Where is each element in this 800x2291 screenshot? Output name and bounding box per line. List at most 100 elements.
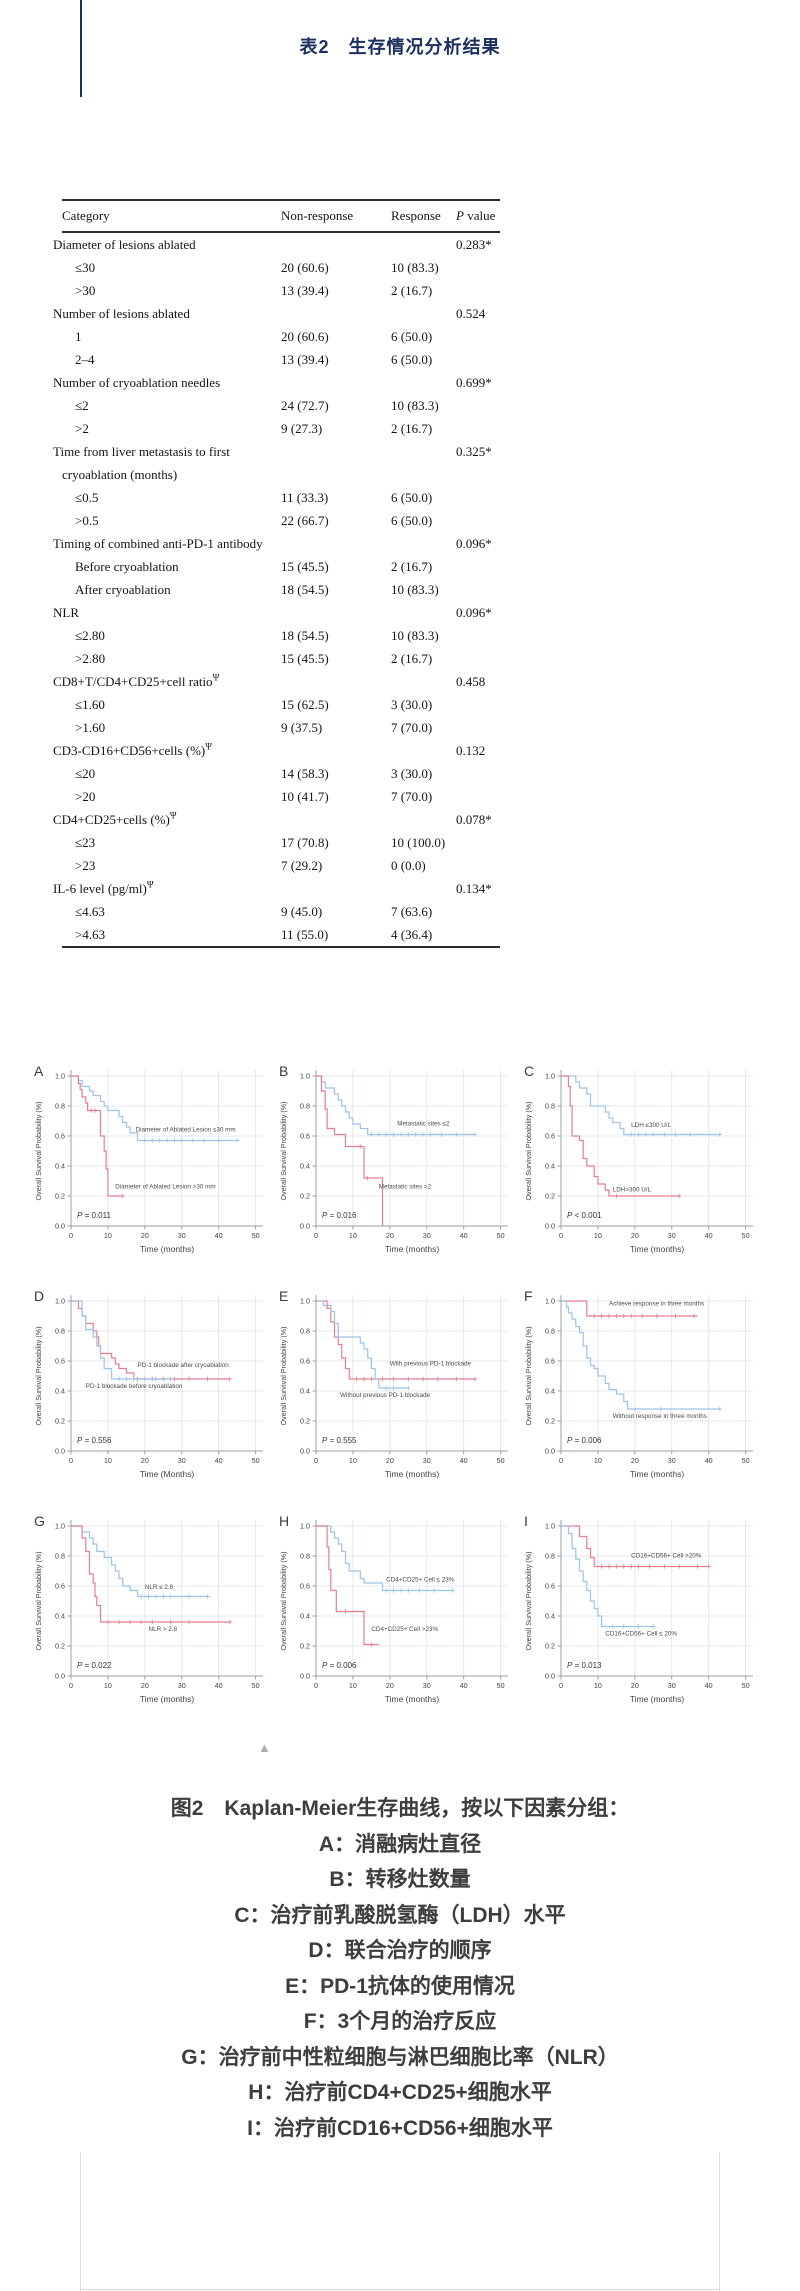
p-value-cell: 0.078* [456, 812, 492, 827]
x-axis-label: Time (months) [630, 1694, 685, 1704]
y-tick-label: 1.0 [55, 1072, 65, 1081]
y-tick-label: 0.8 [545, 1552, 555, 1561]
p-value-cell [456, 279, 500, 302]
table-row: Time from liver metastasis to first cryo… [53, 440, 500, 486]
y-tick-label: 0.4 [300, 1387, 310, 1396]
y-tick-label: 0.8 [55, 1552, 65, 1561]
y-tick-label: 0.4 [300, 1612, 310, 1621]
p-value-label: P = 0.011 [77, 1211, 111, 1220]
p-value-cell: 0.132 [456, 743, 486, 758]
p-value-cell [456, 325, 500, 348]
p-value-cell: 0.283* [456, 237, 492, 252]
response-cell: 2 (16.7) [391, 559, 433, 574]
non-response-cell: 11 (55.0) [281, 923, 391, 948]
category-cell: Time from liver metastasis to first cryo… [53, 444, 230, 482]
caption-line: C：治疗前乳酸脱氢酶（LDH）水平 [234, 1903, 566, 1927]
km-panel-a: 0 10 20 30 40 50 0.0 0.2 0.4 0.6 0.8 1.0 Overall Sur… [34, 1063, 263, 1254]
x-tick-label: 40 [215, 1456, 223, 1465]
y-tick-label: 0.0 [300, 1447, 310, 1456]
category-cell: >2.80 [75, 651, 106, 666]
x-tick-label: 10 [594, 1456, 602, 1465]
x-axis-label: Time (months) [630, 1244, 685, 1254]
table-row: ≤2.80 18 (54.5) 10 (83.3) [62, 624, 500, 647]
y-tick-label: 0.6 [300, 1582, 310, 1591]
y-tick-label: 0.6 [300, 1357, 310, 1366]
series-label: CD4+CD25+ Cell >23% [371, 1626, 438, 1633]
x-tick-label: 30 [668, 1456, 676, 1465]
x-tick-label: 20 [386, 1231, 394, 1240]
response-cell [391, 302, 456, 325]
survival-curve [71, 1300, 171, 1380]
p-value-cell: 0.699* [456, 375, 492, 390]
p-value-cell: 0.325* [456, 444, 492, 459]
category-cell: >23 [75, 858, 96, 873]
response-cell: 7 (63.6) [391, 904, 433, 919]
series-label: Without previous PD-1 blockade [340, 1392, 430, 1399]
panel-letter: A [34, 1063, 44, 1079]
category-cell: ≤4.63 [75, 904, 105, 919]
response-cell: 4 (36.4) [391, 923, 456, 948]
y-tick-label: 1.0 [300, 1297, 310, 1306]
survival-curve [316, 1525, 453, 1592]
non-response-cell [281, 302, 391, 325]
non-response-cell: 13 (39.4) [281, 352, 329, 367]
table-row: ≤1.60 15 (62.5) 3 (30.0) [62, 693, 500, 716]
x-tick-label: 0 [314, 1456, 318, 1465]
p-value-cell [456, 578, 500, 601]
response-cell [391, 440, 456, 486]
y-tick-label: 0.0 [545, 1222, 555, 1231]
km-panel-i: 0 10 20 30 40 50 0.0 0.2 0.4 0.6 0.8 1.0 Overall Sur… [524, 1513, 753, 1704]
series-label: Without response in three months [613, 1413, 707, 1420]
non-response-cell: 7 (29.2) [281, 858, 323, 873]
p-value-cell [456, 900, 500, 923]
response-cell [391, 877, 456, 900]
p-value-cell: 0.096* [456, 605, 492, 620]
survival-curve [316, 1075, 384, 1226]
x-tick-label: 30 [423, 1231, 431, 1240]
caption-line: D：联合治疗的顺序 [308, 1939, 492, 1962]
series-label: LDH>300 U/L [613, 1187, 652, 1194]
response-cell: 3 (30.0) [391, 766, 433, 781]
table-row: Before cryoablation 15 (45.5) 2 (16.7) [62, 555, 500, 578]
x-tick-label: 10 [594, 1231, 602, 1240]
category-cell: 1 [75, 329, 82, 344]
x-tick-label: 40 [460, 1681, 468, 1690]
survival-curve [71, 1525, 230, 1623]
table-row: >2 9 (27.3) 2 (16.7) [62, 417, 500, 440]
table-row: ≤4.63 9 (45.0) 7 (63.6) [62, 900, 500, 923]
x-axis-label: Time (months) [385, 1469, 440, 1479]
p-value-label: P = 0.006 [567, 1436, 602, 1445]
p-value-cell: 0.524 [456, 306, 486, 321]
collapse-arrow-icon[interactable]: ▲ [258, 1740, 271, 1755]
p-value-cell [456, 417, 500, 440]
p-value-cell [456, 693, 500, 716]
x-tick-label: 40 [215, 1231, 223, 1240]
category-cell: Number of lesions ablated [53, 306, 190, 321]
x-tick-label: 0 [559, 1231, 563, 1240]
y-tick-label: 0.2 [545, 1417, 555, 1426]
table-row: Number of lesions ablated 0.524 [53, 302, 500, 325]
y-tick-label: 0.0 [545, 1447, 555, 1456]
category-cell: >1.60 [75, 720, 106, 735]
km-panel-d: 0 10 20 30 40 50 0.0 0.2 0.4 0.6 0.8 1.0 Overall Sur… [34, 1288, 263, 1479]
y-tick-label: 1.0 [55, 1297, 65, 1306]
y-axis-label: Overall Survival Probability (%) [524, 1326, 533, 1425]
x-tick-label: 0 [314, 1231, 318, 1240]
y-tick-label: 0.2 [545, 1192, 555, 1201]
caption-line: E：PD-1抗体的使用情况 [285, 1974, 515, 1998]
table-row: >1.60 9 (37.5) 7 (70.0) [62, 716, 500, 739]
category-cell: ≤30 [75, 260, 96, 275]
y-tick-label: 0.6 [300, 1132, 310, 1141]
p-value-cell [456, 555, 500, 578]
col-header-category: Category [62, 199, 281, 233]
p-value-cell [456, 256, 500, 279]
p-value-cell [456, 854, 500, 877]
panel-letter: D [34, 1288, 44, 1304]
non-response-cell: 17 (70.8) [281, 835, 329, 850]
non-response-cell: 13 (39.4) [281, 283, 329, 298]
p-value-cell [456, 716, 500, 739]
non-response-cell: 10 (41.7) [281, 789, 329, 804]
x-tick-label: 30 [178, 1456, 186, 1465]
non-response-cell: 20 (60.6) [281, 329, 329, 344]
col-header-p-value: P value [456, 199, 500, 233]
